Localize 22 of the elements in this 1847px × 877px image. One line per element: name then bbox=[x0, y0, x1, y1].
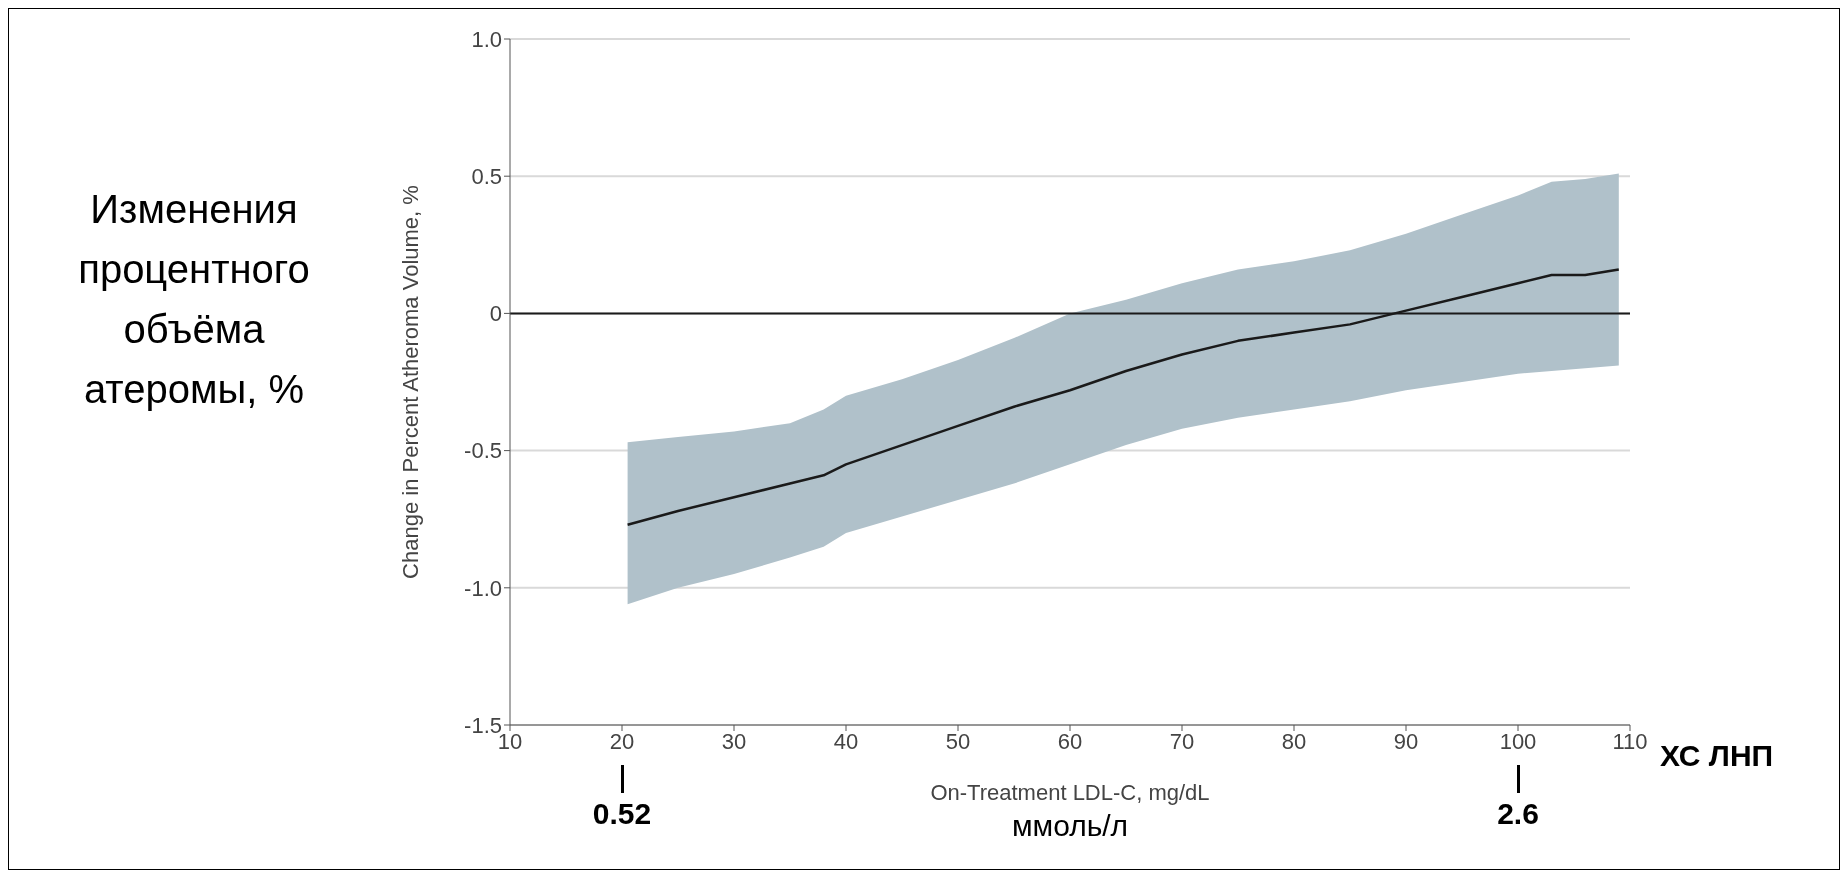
x-tick-label: 40 bbox=[833, 728, 859, 754]
text: ХС ЛНП bbox=[1660, 738, 1775, 774]
x-axis-title: On-Treatment LDL-C, mg/dL bbox=[930, 780, 1210, 805]
text: 2.6 bbox=[1496, 797, 1540, 831]
y-tick-label: 0.5 bbox=[471, 164, 502, 190]
x-tick-label: 90 bbox=[1393, 728, 1419, 754]
x-tick-label: 70 bbox=[1169, 728, 1195, 754]
y-tick-label: 1.0 bbox=[471, 26, 502, 52]
x-tick-label: 50 bbox=[945, 728, 971, 754]
x-tick-label: 60 bbox=[1057, 728, 1083, 754]
x-tick-label: 80 bbox=[1281, 728, 1307, 754]
y-tick-label: -0.5 bbox=[464, 438, 502, 464]
y-tick-label: -1.0 bbox=[464, 575, 502, 601]
x-tick-label: 20 bbox=[609, 728, 635, 754]
y-tick-label: 0 bbox=[489, 301, 502, 327]
x-tick-label: 110 bbox=[1612, 728, 1648, 754]
x-tick-label: 100 bbox=[1499, 728, 1537, 754]
y-axis-title: Change in Percent Atheroma Volume, % bbox=[397, 185, 423, 579]
text: 0.52 bbox=[591, 797, 653, 831]
x-tick-label: 30 bbox=[721, 728, 747, 754]
text: Изменения процентного объёма атеромы, % bbox=[77, 186, 311, 413]
text: ммоль/л bbox=[1011, 809, 1129, 842]
